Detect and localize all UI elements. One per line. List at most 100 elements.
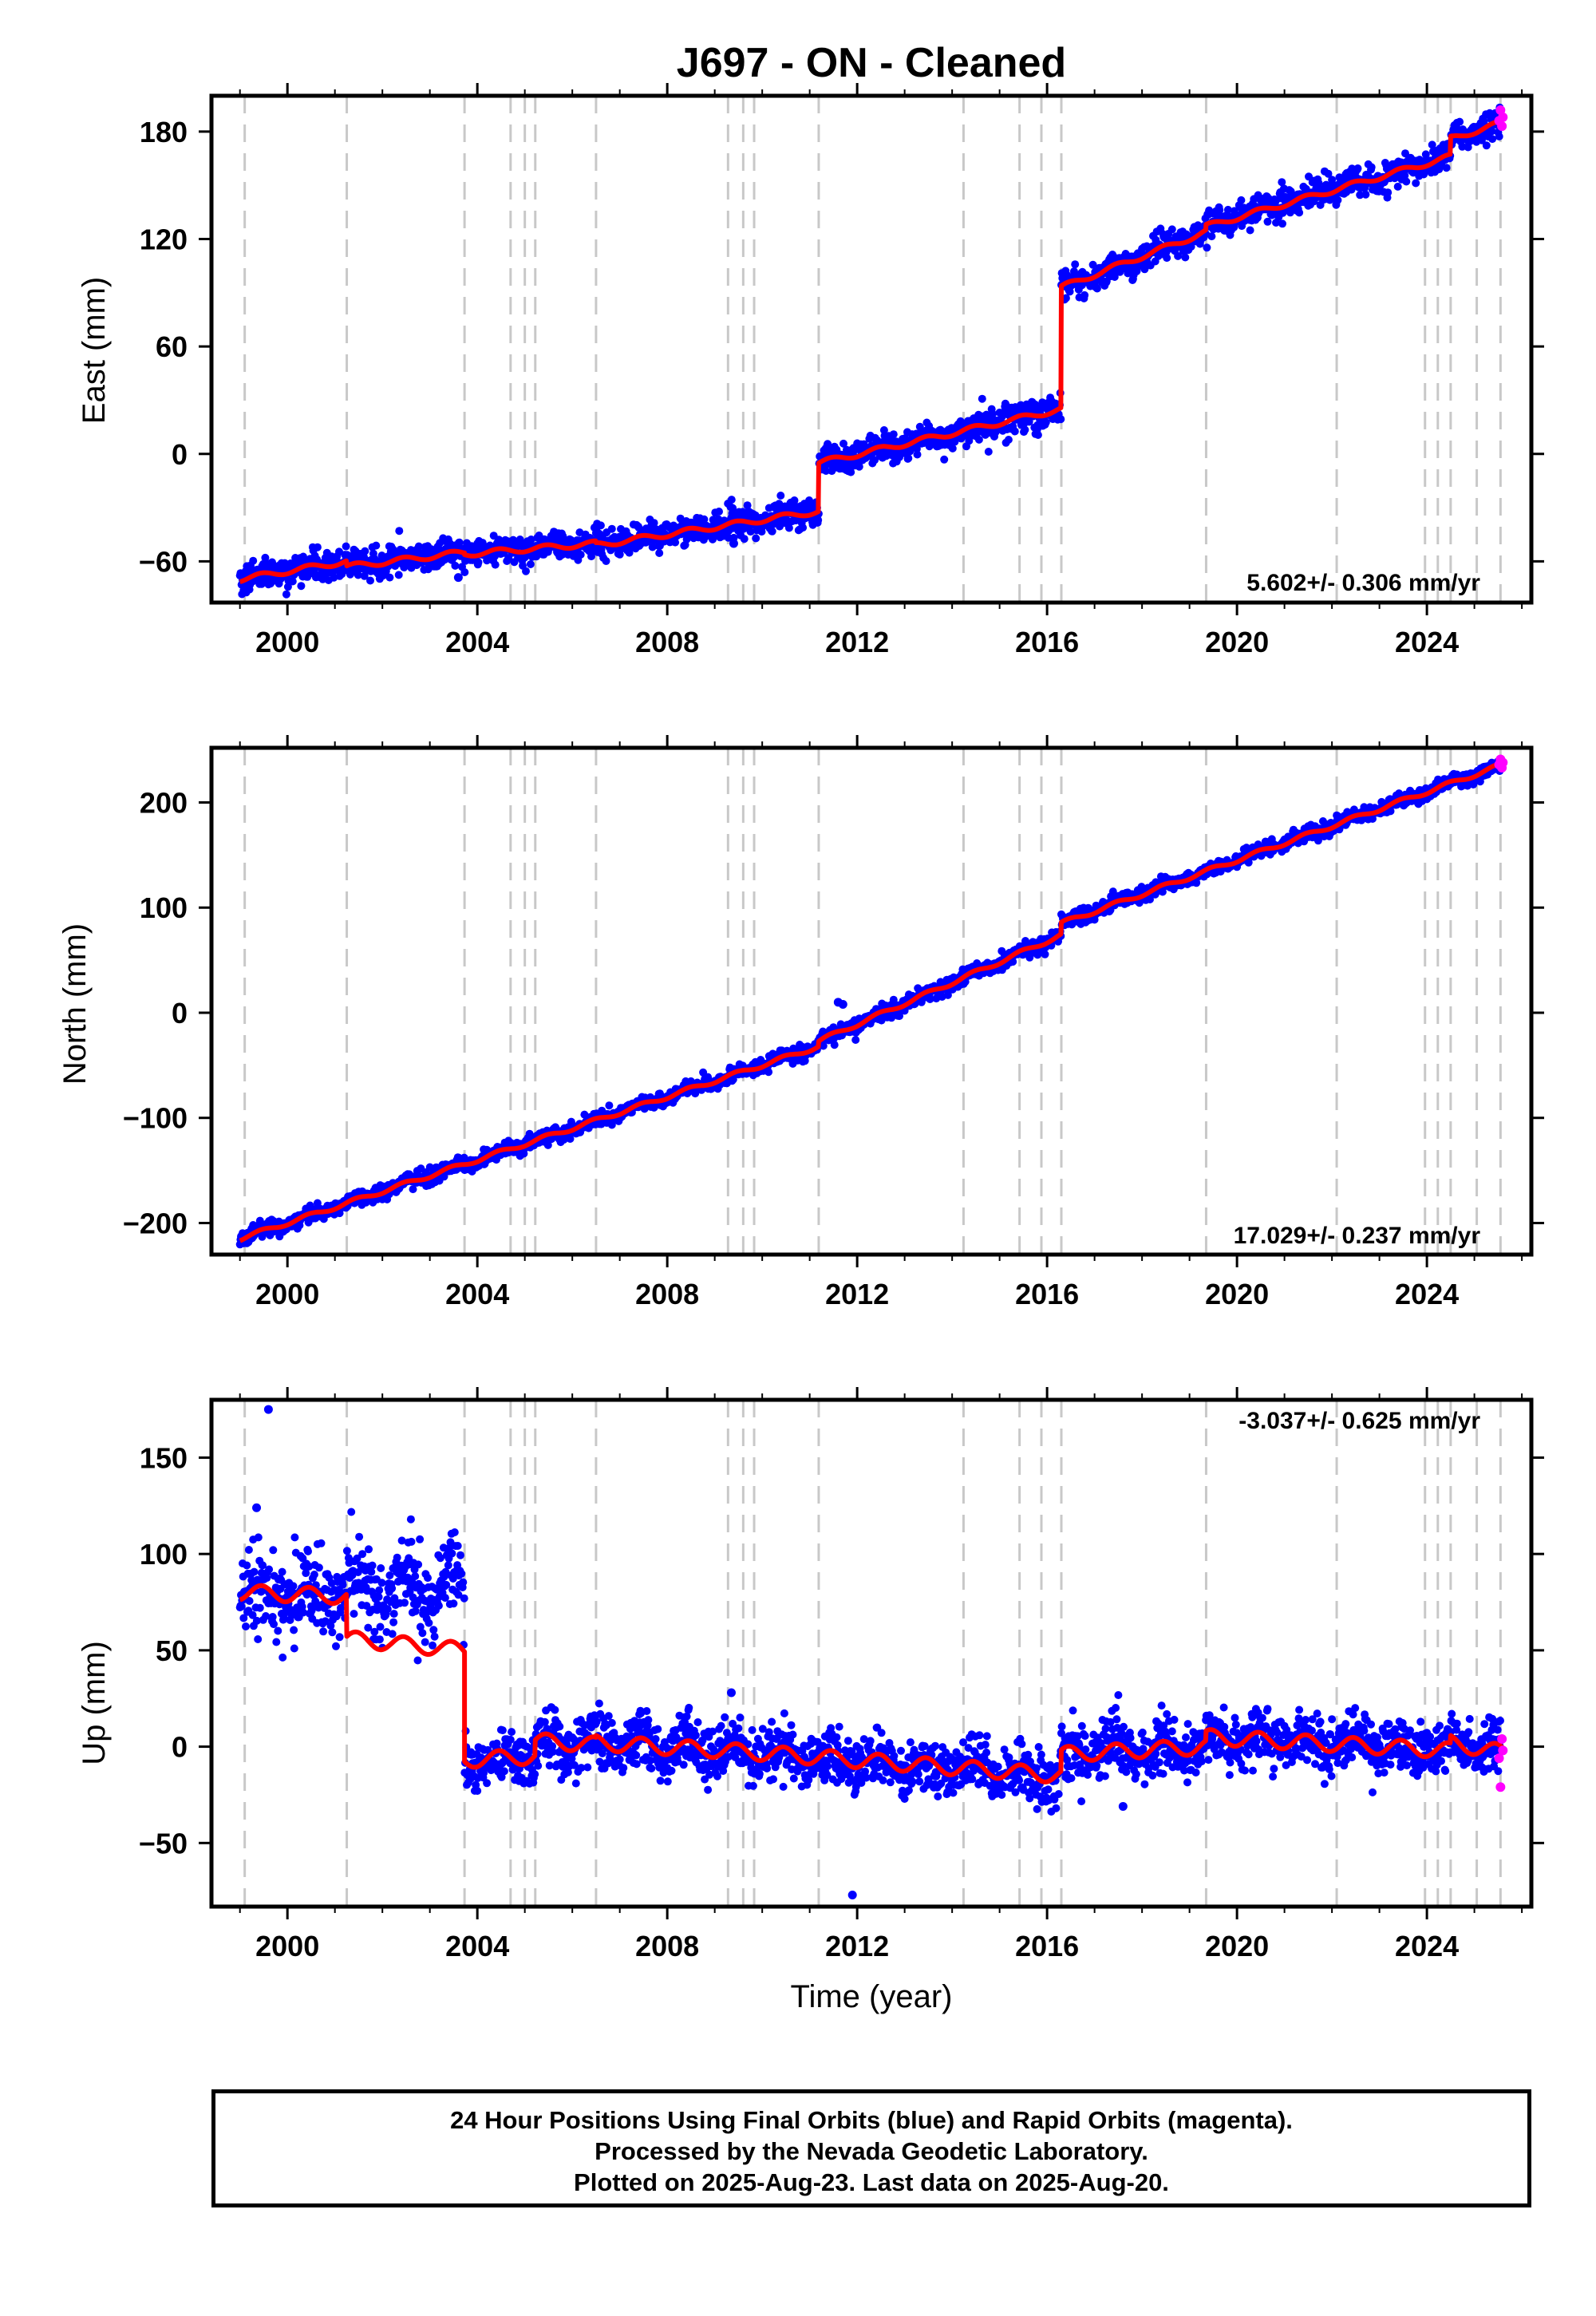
east-data-point — [1080, 290, 1089, 299]
east-data-point — [1057, 415, 1065, 424]
east-data-point — [1163, 254, 1171, 263]
east-data-point — [414, 542, 423, 551]
up-data-point — [279, 1653, 287, 1662]
east-data-point — [394, 571, 403, 579]
east-data-point — [455, 538, 464, 547]
page-title: J697 - ON - Cleaned — [677, 40, 1066, 86]
east-data-point — [822, 467, 831, 475]
east-data-point — [283, 583, 292, 591]
east-data-point — [1393, 182, 1402, 191]
up-data-point — [272, 1638, 281, 1646]
east-data-point — [1361, 190, 1370, 199]
east-data-point — [1353, 164, 1362, 172]
east-rapid-orbit-point — [1497, 121, 1507, 132]
east-data-point — [1278, 219, 1286, 228]
east-data-point — [1488, 135, 1497, 144]
north-y-tick-label: −200 — [123, 1207, 188, 1239]
east-y-tick-label: 180 — [140, 116, 188, 148]
east-data-point — [527, 536, 535, 543]
east-data-point — [366, 576, 374, 585]
up-data-point — [290, 1644, 298, 1653]
up-data-point — [242, 1622, 250, 1630]
east-outlier-point — [453, 573, 463, 583]
up-data-point — [250, 1567, 259, 1576]
east-data-point — [915, 422, 924, 431]
east-final-orbit-points — [235, 103, 1504, 599]
east-data-point — [354, 571, 362, 579]
east-data-point — [460, 568, 469, 576]
north-data-point — [605, 1101, 614, 1110]
east-frame — [209, 93, 1534, 605]
up-data-point — [255, 1603, 264, 1612]
up-data-point — [268, 1613, 277, 1621]
east-data-point — [904, 454, 913, 463]
east-x-tick-label: 2020 — [1205, 626, 1269, 658]
east-data-point — [1333, 196, 1342, 204]
up-data-point — [290, 1533, 299, 1542]
east-data-point — [1004, 436, 1013, 444]
east-data-point — [913, 450, 922, 459]
north-data-point — [764, 1068, 773, 1077]
east-y-tick-label: 120 — [140, 223, 188, 256]
up-data-point — [244, 1546, 253, 1554]
east-data-point — [491, 560, 500, 569]
east-data-point — [1181, 253, 1190, 262]
east-x-tick-label: 2024 — [1395, 626, 1459, 658]
north-data-point — [830, 1041, 839, 1049]
east-data-point — [1456, 117, 1464, 126]
east-y-tick-label: 0 — [172, 438, 188, 471]
east-data-point — [607, 524, 616, 533]
east-data-point — [978, 394, 986, 403]
north-rapid-orbit-point — [1498, 757, 1508, 768]
east-data-point — [768, 527, 776, 536]
east-data-point — [634, 524, 643, 532]
east-data-point — [1167, 225, 1176, 234]
north-x-tick-label: 2012 — [825, 1278, 889, 1310]
north-outlier-point — [838, 999, 847, 1009]
east-data-point — [1207, 232, 1216, 241]
east-data-point — [989, 409, 997, 418]
east-data-point — [576, 551, 585, 559]
east-x-tick-label: 2008 — [635, 626, 699, 658]
east-x-tick-label: 2004 — [445, 626, 509, 658]
east-data-point — [372, 541, 381, 550]
up-data-point — [290, 1626, 298, 1634]
east-data-point — [984, 448, 993, 456]
east-data-point — [474, 558, 483, 567]
east-data-point — [1246, 226, 1254, 235]
east-data-point — [596, 521, 605, 530]
east-data-point — [855, 462, 863, 471]
up-data-point — [243, 1561, 251, 1570]
east-data-point — [1203, 243, 1211, 252]
east-data-point — [940, 455, 949, 464]
east-y-tick-label: 60 — [156, 330, 188, 363]
east-data-point — [602, 557, 610, 565]
east-x-tick-label: 2012 — [825, 626, 889, 658]
east-y-tick-label: −60 — [139, 545, 188, 578]
east-data-point — [1263, 217, 1272, 226]
east-data-point — [799, 524, 808, 532]
north-x-tick-label: 2004 — [445, 1278, 509, 1310]
east-data-point — [700, 515, 709, 524]
north-x-tick-label: 2000 — [255, 1278, 319, 1310]
east-data-point — [1071, 260, 1080, 269]
east-data-point — [1021, 425, 1029, 434]
east-data-point — [974, 435, 983, 444]
up-data-point — [274, 1626, 282, 1635]
east-data-point — [313, 543, 322, 551]
east-data-point — [1402, 177, 1411, 186]
north-x-tick-label: 2024 — [1395, 1278, 1459, 1310]
east-data-point — [727, 496, 736, 504]
east-data-point — [729, 504, 737, 512]
east-data-point — [655, 549, 664, 557]
east-data-point — [1495, 132, 1503, 140]
north-x-tick-label: 2008 — [635, 1278, 699, 1310]
east-data-point — [715, 508, 723, 516]
east-data-point — [526, 560, 535, 568]
east-data-point — [743, 501, 752, 510]
east-data-point — [1367, 163, 1376, 172]
east-data-point — [839, 439, 847, 448]
east-data-point — [790, 496, 799, 504]
north-x-tick-label: 2016 — [1015, 1278, 1079, 1310]
